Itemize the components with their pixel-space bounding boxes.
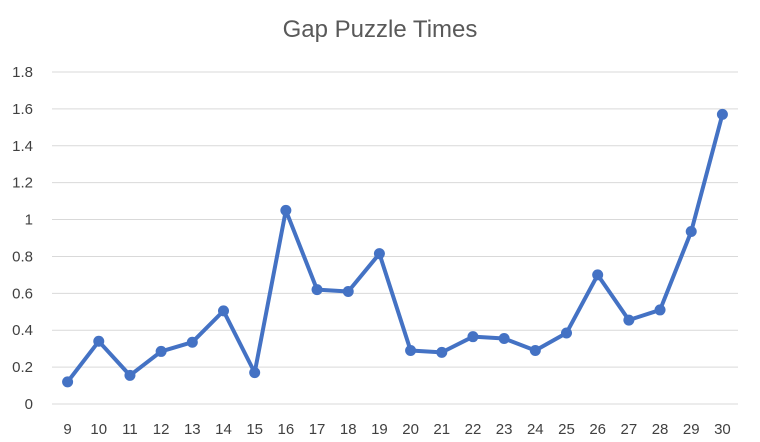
x-tick-label: 21	[433, 421, 450, 438]
data-point	[685, 226, 697, 238]
data-point	[436, 346, 448, 358]
data-point	[218, 305, 229, 317]
x-tick-label: 13	[184, 421, 201, 438]
data-point	[654, 304, 666, 316]
data-point	[623, 314, 635, 326]
data-point	[716, 108, 728, 120]
y-tick-label: 0.6	[12, 285, 33, 302]
x-tick-label: 23	[496, 421, 513, 438]
x-tick-label: 27	[621, 421, 638, 438]
x-tick-label: 9	[63, 421, 71, 438]
data-point	[529, 345, 541, 357]
data-point	[280, 204, 292, 216]
data-point	[62, 376, 74, 388]
data-point	[498, 333, 510, 345]
data-point	[93, 335, 105, 347]
data-point	[561, 327, 572, 339]
y-axis-ticks: 0 0.2 0.4 0.6 0.8 1 1.2 1.4 1.6 1.8	[12, 64, 33, 413]
y-tick-label: 0	[25, 396, 33, 413]
data-point	[405, 345, 417, 357]
x-tick-label: 20	[402, 421, 419, 438]
x-tick-label: 11	[122, 421, 138, 438]
y-tick-label: 1.4	[12, 138, 33, 155]
data-point	[311, 284, 323, 296]
x-tick-label: 30	[714, 421, 731, 438]
data-point	[124, 369, 136, 381]
y-tick-label: 0.4	[12, 322, 33, 339]
x-tick-label: 24	[527, 421, 544, 438]
x-tick-label: 10	[90, 421, 107, 438]
x-tick-label: 22	[465, 421, 482, 438]
data-point	[592, 269, 604, 281]
series-line	[65, 112, 725, 384]
x-tick-label: 17	[309, 421, 326, 438]
data-point	[373, 248, 385, 260]
x-tick-label: 25	[558, 421, 575, 438]
x-tick-label: 16	[278, 421, 295, 438]
y-tick-label: 0.2	[12, 359, 33, 376]
gridlines	[52, 71, 738, 405]
x-tick-label: 29	[683, 421, 700, 438]
data-point	[467, 331, 479, 343]
y-tick-label: 0.8	[12, 248, 33, 265]
data-point	[186, 336, 198, 348]
y-tick-label: 1.6	[12, 101, 33, 118]
x-tick-label: 14	[215, 421, 232, 438]
chart-title: Gap Puzzle Times	[283, 16, 478, 43]
y-tick-label: 1.8	[12, 64, 33, 81]
data-point	[342, 285, 354, 297]
x-tick-label: 18	[340, 421, 357, 438]
data-point	[155, 345, 167, 357]
series-layer	[62, 108, 728, 388]
x-tick-label: 15	[246, 421, 263, 438]
data-point	[249, 367, 261, 379]
y-tick-label: 1.2	[12, 175, 33, 192]
x-axis-ticks: 9 10 11 12 13 14 15 16 17 18 19 20 21 22 23 24 25 26 27 28 2…	[63, 421, 730, 438]
y-tick-label: 1	[25, 212, 33, 229]
x-tick-label: 26	[589, 421, 606, 438]
x-tick-label: 28	[652, 421, 669, 438]
x-tick-label: 19	[371, 421, 388, 438]
x-tick-label: 12	[153, 421, 170, 438]
